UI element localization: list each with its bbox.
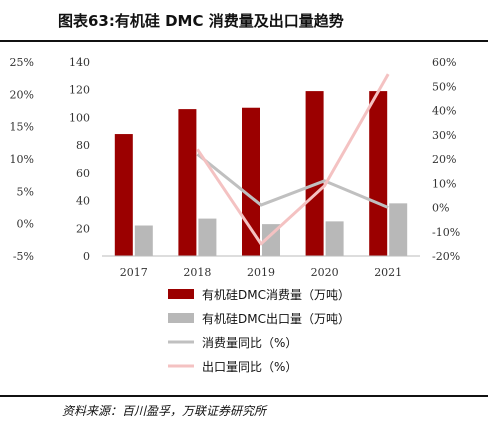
left-tick-label: 80 (76, 139, 90, 152)
x-tick-label: 2020 (311, 266, 339, 279)
right-tick-label: -10% (432, 226, 460, 239)
left-tick-label: 60 (76, 167, 90, 180)
export-yoy-line (196, 73, 390, 246)
legend-label: 有机硅DMC出口量（万吨） (202, 312, 350, 326)
right-tick-label: -20% (432, 250, 460, 263)
legend-swatch (168, 313, 194, 323)
outer-tick-label: 25% (10, 56, 34, 69)
x-tick-label: 2017 (120, 266, 148, 279)
right-tick-label: 10% (432, 177, 456, 190)
legend-label: 消费量同比（%） (202, 336, 297, 350)
x-tick-label: 2019 (247, 266, 275, 279)
right-tick-label: 20% (432, 153, 456, 166)
outer-tick-label: 0% (17, 218, 34, 231)
legend: 有机硅DMC消费量（万吨） 有机硅DMC出口量（万吨） 消费量同比（%） 出口量同比（… (168, 288, 350, 374)
right-tick-label: 60% (432, 56, 456, 69)
outer-tick-label: 5% (17, 185, 34, 198)
consumption-bar (242, 107, 260, 256)
x-axis: 2017 2018 2019 2020 2021 (102, 255, 420, 279)
consumption-bar (369, 91, 388, 256)
outer-tick-label: 20% (10, 88, 34, 101)
right-tick-label: 0% (432, 202, 449, 215)
left-tick-label: 0 (83, 250, 90, 263)
x-tick-label: 2021 (374, 266, 402, 279)
outer-tick-label: 10% (10, 153, 34, 166)
legend-swatch (168, 289, 194, 299)
right-tick-label: 30% (432, 129, 456, 142)
chart: -5% 0% 5% 10% 15% 20% 25% 0 20 40 60 80 100 120 140 -… (10, 56, 461, 374)
outer-axis: -5% 0% 5% 10% 15% 20% 25% (10, 56, 34, 263)
outer-tick-label: 15% (10, 121, 34, 134)
title-bar: 图表63:有机硅 DMC 消费量及出口量趋势 (0, 0, 488, 40)
legend-label: 有机硅DMC消费量（万吨） (202, 288, 350, 302)
source-note: 资料来源：百川盈孚，万联证券研究所 (62, 404, 267, 418)
consumption-bar (114, 134, 133, 256)
legend-label: 出口量同比（%） (202, 360, 297, 374)
lines (196, 73, 390, 246)
right-tick-label: 50% (432, 80, 456, 93)
bottom-rule (0, 395, 488, 397)
right-tick-label: 40% (432, 105, 456, 118)
export-bar (198, 218, 217, 256)
left-tick-label: 100 (69, 111, 90, 124)
figure-title: 图表63:有机硅 DMC 消费量及出口量趋势 (58, 12, 344, 30)
right-axis: -20% -10% 0% 10% 20% 30% 40% 50% 60% (432, 56, 460, 263)
export-bar (325, 221, 344, 256)
consumption-bar (305, 91, 324, 256)
consumption-bar (178, 109, 197, 256)
outer-tick-label: -5% (13, 250, 34, 263)
top-rule (0, 40, 488, 42)
consumption-yoy-line (196, 152, 389, 209)
left-tick-label: 140 (69, 56, 90, 69)
left-tick-label: 20 (76, 222, 90, 235)
bars (114, 91, 408, 256)
x-tick-label: 2018 (183, 266, 211, 279)
export-bar (134, 225, 153, 256)
left-tick-label: 120 (69, 84, 90, 97)
export-bar (389, 203, 408, 256)
left-axis: 0 20 40 60 80 100 120 140 (69, 56, 90, 263)
left-tick-label: 40 (76, 195, 90, 208)
